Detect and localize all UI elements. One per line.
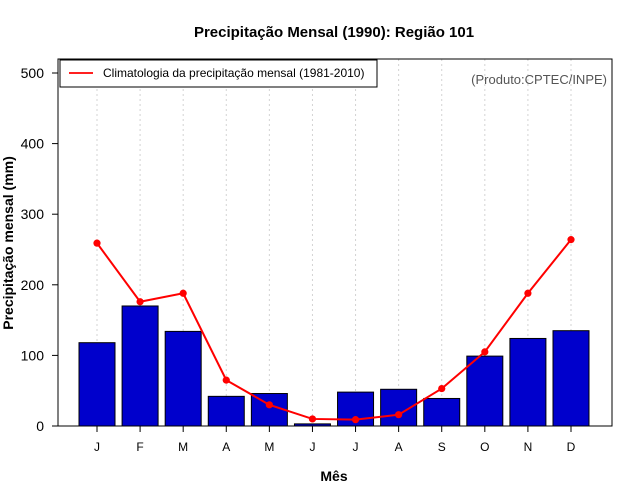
x-tick-label: S [438, 440, 446, 454]
x-tick-label: N [524, 440, 533, 454]
bar-9 [423, 397, 461, 427]
legend-box [59, 59, 378, 88]
legend-label: Climatologia da precipitação mensal (198… [103, 66, 364, 80]
climatology-line [96, 238, 572, 421]
bar-2 [121, 305, 159, 427]
bar-11 [509, 337, 547, 427]
x-tick-label: M [264, 440, 274, 454]
bar-10 [466, 355, 504, 427]
bar-1 [78, 342, 116, 427]
climatology-point-5 [265, 401, 273, 409]
legend: Climatologia da precipitação mensal (198… [59, 59, 378, 88]
climatology-point-12 [567, 236, 575, 244]
climatology-line-series [93, 236, 575, 424]
climatology-point-10 [481, 348, 489, 356]
climatology-point-3 [179, 289, 187, 297]
y-tick-label: 400 [21, 136, 45, 152]
climatology-point-2 [136, 298, 144, 306]
x-tick-label: J [353, 440, 359, 454]
x-tick-label: A [222, 440, 230, 454]
x-tick-label: A [395, 440, 403, 454]
climatology-point-11 [524, 289, 532, 297]
climatology-point-4 [222, 376, 230, 384]
x-tick-label: D [567, 440, 576, 454]
climatology-point-7 [351, 416, 360, 424]
x-tick-label: J [94, 440, 100, 454]
y-tick-label: 500 [21, 65, 45, 81]
y-axis: 0 100 200 300 400 500 [21, 65, 58, 434]
climatology-point-1 [93, 239, 101, 247]
y-tick-label: 100 [21, 347, 45, 363]
x-tick-label: F [136, 440, 143, 454]
y-tick-label: 200 [21, 277, 45, 293]
bar-3 [164, 330, 202, 427]
chart-title: Precipitação Mensal (1990): Região 101 [194, 24, 474, 41]
bar-4 [207, 395, 245, 427]
x-tick-label: O [480, 440, 489, 454]
product-credit: (Produto:CPTEC/INPE) [471, 72, 607, 87]
y-axis-label: Precipitação mensal (mm) [0, 156, 16, 330]
climatology-point-6 [308, 415, 317, 423]
bar-12 [552, 330, 590, 427]
plot-frame [57, 58, 613, 427]
x-axis-label: Mês [320, 468, 347, 484]
bar-series [78, 305, 590, 427]
x-tick-label: M [178, 440, 188, 454]
y-tick-label: 0 [36, 418, 44, 434]
x-tick-label: J [309, 440, 315, 454]
y-tick-label: 300 [21, 206, 45, 222]
climatology-point-8 [395, 411, 403, 419]
climatology-point-9 [438, 384, 446, 393]
